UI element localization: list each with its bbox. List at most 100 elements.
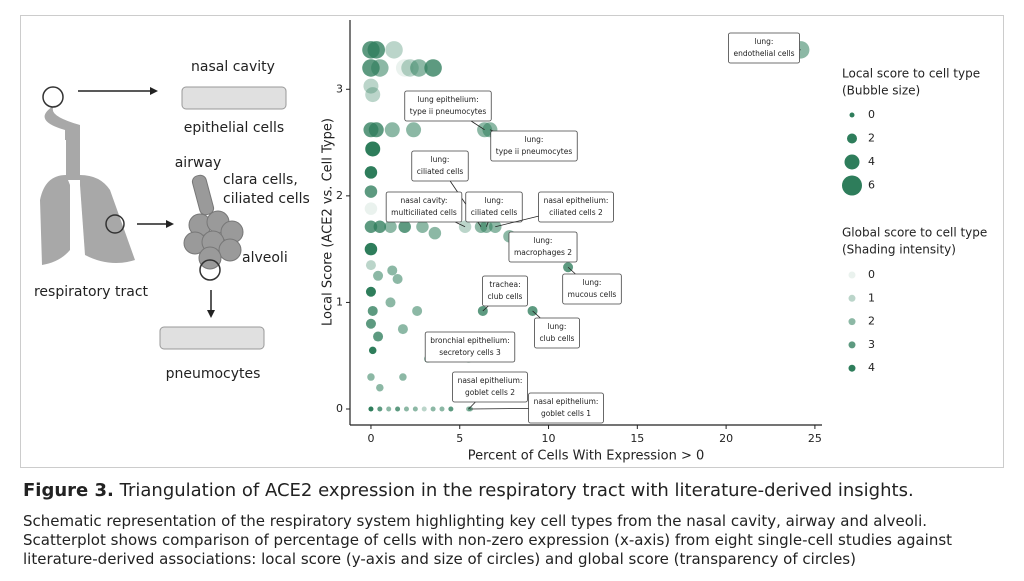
data-point: [387, 265, 398, 276]
figure-panel: [20, 15, 1004, 468]
annotation-box: [482, 275, 528, 307]
caption-title: Figure 3. Triangulation of ACE2 expressi…: [23, 480, 914, 501]
annotation-box: [404, 90, 492, 122]
annotation-text: lung:: [583, 278, 602, 287]
annotation-text: goblet cells 2: [465, 388, 515, 397]
legend-shade-swatch: [848, 294, 856, 302]
x-tick-label: 0: [367, 432, 374, 445]
annotation-box: [528, 392, 604, 424]
schematic-label: pneumocytes: [166, 366, 261, 382]
data-point: [430, 406, 436, 412]
annotation-leader: [470, 120, 485, 131]
data-point: [386, 406, 392, 412]
annotation-text: nasal epithelium:: [534, 397, 599, 406]
data-point: [406, 122, 422, 138]
annotation-leader: [495, 215, 539, 228]
annotation: nasal epithelium: goblet cells 2: [452, 371, 528, 410]
highlight-circle: [42, 86, 64, 108]
annotation: nasal epithelium: goblet cells 1: [470, 392, 604, 424]
annotation: lung: endothelial cells: [728, 32, 801, 64]
data-point: [385, 297, 396, 308]
data-point: [364, 242, 378, 256]
legend-shade-swatch: [848, 318, 856, 326]
annotation: lung: macrophages 2: [508, 231, 578, 263]
data-point: [367, 305, 378, 316]
data-point: [398, 220, 411, 234]
data-point: [395, 59, 414, 77]
annotation-box: [538, 191, 614, 223]
data-point: [392, 273, 403, 284]
schematic-label: alveoli: [242, 250, 288, 266]
data-point: [439, 406, 445, 412]
data-point: [421, 406, 427, 412]
annotation-leader: [482, 305, 489, 312]
legend-label: 0: [868, 108, 875, 121]
legend-label: 4: [868, 155, 875, 168]
data-point: [364, 202, 378, 215]
data-point: [365, 260, 376, 271]
legend-shade-swatch: [848, 271, 856, 279]
annotation-text: ciliated cells: [471, 208, 518, 217]
data-point: [399, 373, 407, 381]
data-point: [448, 406, 454, 412]
legend-size-swatch: [847, 133, 857, 144]
annotation-text: lung:: [525, 135, 544, 144]
annotation-text: nasal epithelium:: [458, 376, 523, 385]
x-tick-label: 5: [456, 432, 463, 445]
annotation-box: [508, 231, 578, 263]
legend-label: 6: [868, 179, 875, 192]
legend-label: 0: [868, 268, 875, 281]
x-tick-label: 15: [630, 432, 644, 445]
lung-diagram: [40, 105, 135, 265]
annotation-text: lung:: [431, 155, 450, 164]
annotation-text: goblet cells 1: [541, 409, 591, 418]
caption-body: Schematic representation of the respirat…: [23, 512, 953, 568]
annotation-text: macrophages 2: [514, 248, 572, 257]
annotation-leader: [486, 221, 489, 227]
annotation-text: secretory cells 3: [439, 348, 501, 357]
annotation-text: nasal cavity:: [401, 196, 448, 205]
legend-shade-swatch: [848, 364, 856, 372]
annotation-text: bronchial epithelium:: [430, 336, 510, 345]
y-axis-label: Local Score (ACE2 vs. Cell Type): [321, 118, 336, 326]
legend-size-swatch: [849, 112, 855, 118]
annotation-leader: [567, 266, 576, 275]
legend-label: 2: [868, 315, 875, 328]
data-point: [397, 324, 408, 335]
y-tick-label: 0: [336, 402, 343, 415]
schematic-label: clara cells,: [223, 172, 298, 188]
legend-title: (Bubble size): [842, 84, 920, 98]
legend-label: 1: [868, 291, 875, 304]
data-point: [384, 122, 400, 138]
legend-label: 2: [868, 132, 875, 145]
schematic-label: respiratory tract: [34, 284, 149, 300]
data-point: [368, 406, 374, 412]
annotation: lung: mucous cells: [562, 266, 622, 305]
annotation-text: trachea:: [489, 280, 520, 289]
data-point: [412, 305, 423, 316]
annotation: bronchial epithelium: secretory cells 3: [424, 331, 516, 363]
annotation: lung: type ii pneumocytes: [489, 129, 578, 162]
annotation-box: [385, 191, 463, 223]
highlight-circle: [105, 214, 125, 234]
data-point: [373, 220, 387, 234]
annotation-box: [452, 371, 528, 403]
data-point: [371, 59, 389, 77]
annotation: lung epithelium: type ii pneumocytes: [404, 90, 492, 131]
figure: nasal cavity epithelial cells airway cla…: [34, 20, 987, 464]
annotation: trachea: club cells: [482, 275, 528, 312]
annotation-text: club cells: [488, 292, 523, 301]
caption-label: Figure 3.: [23, 480, 114, 501]
annotation-leader: [468, 401, 476, 410]
data-point: [364, 220, 378, 234]
legend-size-swatch: [842, 175, 862, 196]
annotation-text: lung:: [548, 322, 567, 331]
data-point: [428, 226, 442, 240]
annotation-box: [490, 130, 578, 162]
data-point: [367, 41, 386, 59]
legend-title: (Shading intensity): [842, 243, 956, 257]
data-point: [367, 373, 375, 381]
schematic-label: nasal cavity: [191, 59, 275, 75]
annotation-box: [562, 273, 622, 305]
data-point: [385, 41, 403, 59]
